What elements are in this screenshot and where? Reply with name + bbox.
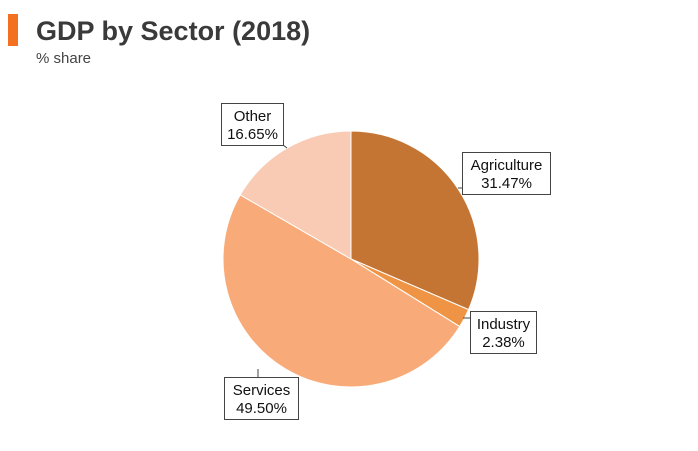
slice-value-services: 49.50% <box>236 400 287 417</box>
data-label-box-other <box>221 103 284 146</box>
slice-value-agriculture: 31.47% <box>481 175 532 192</box>
pie-slice-services[interactable] <box>222 194 461 388</box>
slice-label-services: Services <box>233 382 291 399</box>
chart-title: GDP by Sector (2018) <box>36 16 311 46</box>
slice-label-industry: Industry <box>477 316 531 333</box>
data-label-box-industry <box>470 311 537 354</box>
pie-slice-other[interactable] <box>239 130 352 260</box>
pie-slice-agriculture[interactable] <box>350 130 480 311</box>
slice-value-industry: 2.38% <box>482 334 525 351</box>
chart-subtitle: % share <box>36 50 92 67</box>
slice-value-other: 16.65% <box>227 126 278 143</box>
data-label-box-services <box>224 377 299 420</box>
pie-slices <box>222 130 480 388</box>
slice-label-other: Other <box>234 108 272 125</box>
title-accent-bar <box>8 14 18 46</box>
data-label-box-agriculture <box>462 152 551 195</box>
slice-label-agriculture: Agriculture <box>471 157 543 174</box>
